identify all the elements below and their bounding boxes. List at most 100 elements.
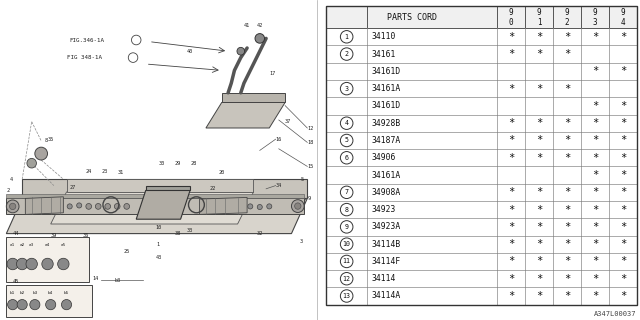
Text: b1: b1 [10,291,15,295]
Text: 9
0: 9 0 [509,8,513,27]
Text: *: * [620,153,626,163]
Text: *: * [592,101,598,111]
Text: 34928B: 34928B [372,119,401,128]
Text: *: * [620,32,626,42]
Text: 5: 5 [301,177,304,182]
Text: *: * [508,256,514,267]
Bar [6,285,92,317]
Bar [326,115,637,132]
Bar [326,218,637,236]
Circle shape [257,204,262,210]
Text: 37: 37 [285,119,291,124]
Text: 25: 25 [124,249,130,254]
Text: *: * [508,187,514,197]
Text: 24: 24 [86,169,92,174]
Text: *: * [508,204,514,215]
Polygon shape [200,197,247,214]
Text: *: * [564,291,570,301]
Text: 31: 31 [117,170,124,175]
Text: *: * [592,256,598,267]
Circle shape [105,204,111,209]
Text: *: * [536,204,542,215]
Text: *: * [564,84,570,94]
Text: 8: 8 [44,138,47,143]
Text: b4: b4 [48,291,53,295]
Text: *: * [592,118,598,128]
Bar [6,237,89,282]
Text: 9: 9 [307,196,310,201]
Text: 16: 16 [276,137,282,142]
Text: A347L00037: A347L00037 [595,311,637,317]
Text: *: * [536,32,542,42]
Text: 33: 33 [187,228,193,233]
Text: *: * [620,101,626,111]
Polygon shape [146,186,190,190]
Text: 29: 29 [174,161,180,166]
Text: 12: 12 [342,276,351,282]
Text: *: * [564,222,570,232]
Text: *: * [508,239,514,249]
Text: 35: 35 [47,137,54,142]
Text: *: * [508,84,514,94]
Text: 42: 42 [257,23,263,28]
Text: 34114A: 34114A [372,292,401,300]
Text: 2: 2 [345,51,349,57]
Text: *: * [564,256,570,267]
Bar [326,63,637,80]
Text: *: * [508,222,514,232]
Circle shape [115,204,120,209]
Circle shape [294,203,301,209]
Text: *: * [592,204,598,215]
Text: 13: 13 [342,293,351,299]
Text: b3: b3 [114,277,120,283]
Text: a5: a5 [61,243,66,247]
Text: *: * [592,291,598,301]
Polygon shape [26,197,63,214]
Text: 34161A: 34161A [372,84,401,93]
Circle shape [61,300,72,310]
Circle shape [58,258,69,270]
Text: 15: 15 [307,164,314,169]
Text: 1: 1 [157,242,160,247]
Text: 2: 2 [6,188,10,193]
Circle shape [35,147,47,160]
Text: 43: 43 [156,255,161,260]
Bar [326,253,637,270]
Circle shape [255,34,264,43]
Circle shape [17,300,28,310]
Text: 9
1: 9 1 [537,8,541,27]
Text: 20: 20 [219,170,225,175]
Text: *: * [508,118,514,128]
Text: *: * [564,49,570,59]
Circle shape [95,204,101,209]
Text: 10: 10 [156,225,161,230]
Text: FIG.346-1A: FIG.346-1A [70,37,105,43]
Text: 34906: 34906 [372,153,396,162]
Text: *: * [620,118,626,128]
Text: *: * [536,187,542,197]
Bar [326,270,637,287]
Text: 34: 34 [276,183,282,188]
Bar [326,149,637,166]
Text: *: * [536,153,542,163]
Text: *: * [620,187,626,197]
Text: *: * [536,135,542,146]
Text: *: * [564,187,570,197]
Text: 34114F: 34114F [372,257,401,266]
Circle shape [248,204,253,209]
Text: 14: 14 [92,276,98,281]
Text: *: * [592,222,598,232]
Circle shape [67,204,72,209]
Text: *: * [536,84,542,94]
Text: *: * [508,135,514,146]
Circle shape [8,300,18,310]
Text: 9
4: 9 4 [621,8,625,27]
Text: 34114: 34114 [372,274,396,283]
Bar [326,132,637,149]
Circle shape [237,47,244,55]
Text: *: * [564,32,570,42]
Text: *: * [564,204,570,215]
Text: 34923A: 34923A [372,222,401,231]
Circle shape [86,204,92,209]
Text: 12: 12 [307,125,314,131]
